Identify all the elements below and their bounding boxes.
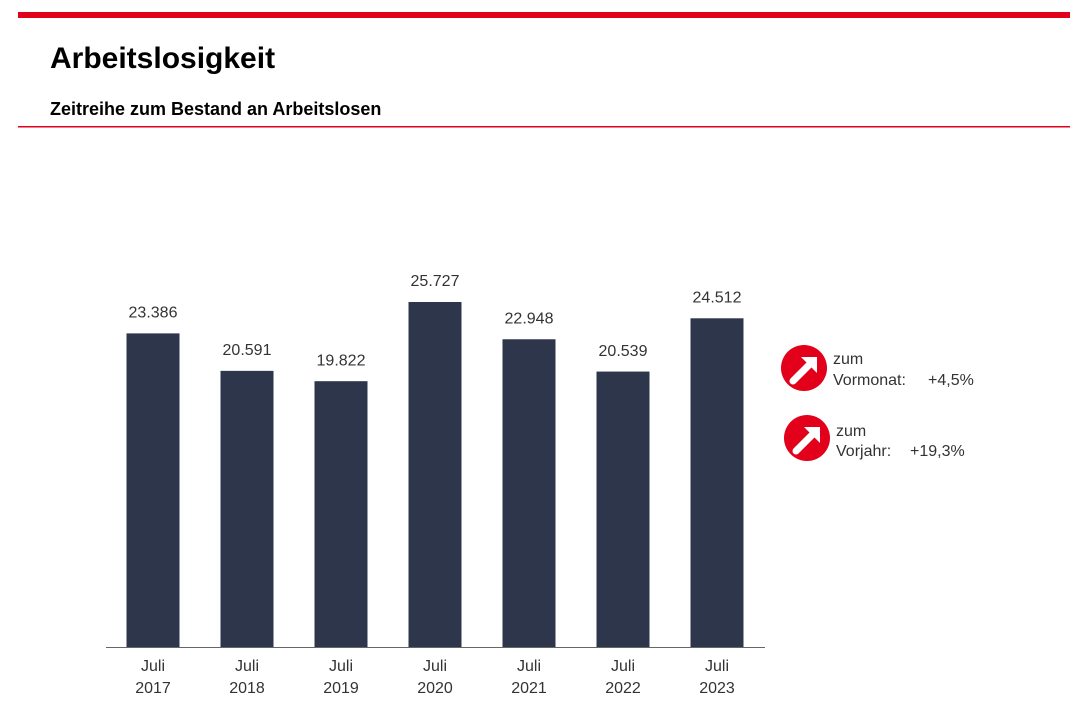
indicator-value: +4,5% [928,372,974,389]
indicator-icon [781,345,827,391]
divider [18,126,1070,128]
x-tick-label: Juli 2021 [511,658,547,697]
indicator-label: zum [836,423,866,440]
bar [596,371,650,647]
x-tick-label: Juli 2019 [323,658,359,697]
value-label: 22.948 [505,310,554,327]
bar [220,370,274,647]
value-label: 23.386 [129,305,178,322]
indicator-label: Vormonat: [833,372,906,389]
x-tick-label: Juli 2018 [229,658,265,697]
value-label: 19.822 [317,352,366,369]
bar [408,302,462,647]
chart-subtitle: Zeitreihe zum Bestand an Arbeitslosen [50,99,381,119]
x-tick-label: Juli 2020 [417,658,453,697]
x-tick-label: Juli 2017 [135,658,171,697]
indicator-icon [784,415,830,461]
top-bar [18,12,1070,18]
value-label: 20.591 [223,342,272,359]
indicator-value: +19,3% [910,443,965,460]
indicator-label: Vorjahr: [836,443,891,460]
bar [126,333,180,647]
chart-title: Arbeitslosigkeit [50,42,275,75]
x-tick-label: Juli 2022 [605,658,641,697]
bar [314,381,368,647]
bar [690,318,744,647]
indicator-label: zum [833,351,863,368]
value-label: 20.539 [599,343,648,360]
value-label: 24.512 [693,290,742,307]
x-tick-label: Juli 2023 [699,658,735,697]
bar [502,339,556,647]
value-label: 25.727 [411,273,460,290]
